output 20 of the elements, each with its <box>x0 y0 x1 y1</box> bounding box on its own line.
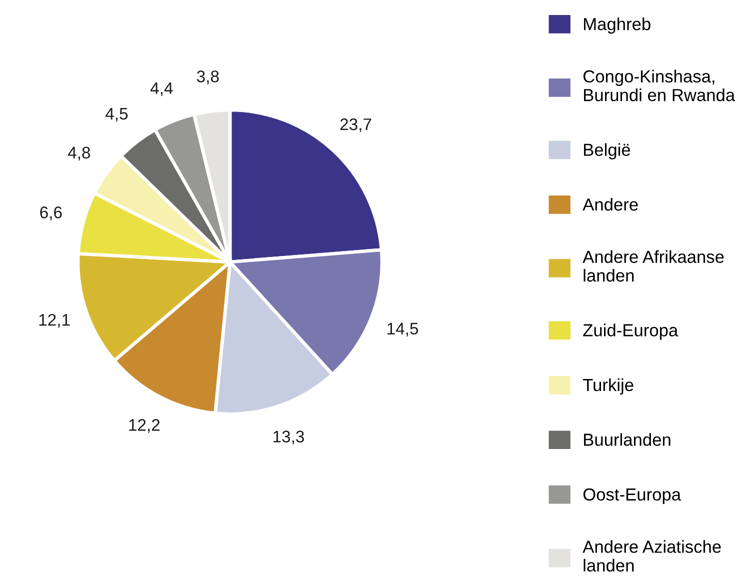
data-label: 12,1 <box>39 314 70 328</box>
legend-label: Maghreb <box>584 17 650 34</box>
data-label: 4,8 <box>68 146 90 161</box>
legend-label: Turkije <box>582 378 634 395</box>
data-label: 13,3 <box>274 430 304 444</box>
data-label: 12,2 <box>129 419 160 433</box>
data-label: 3,8 <box>196 70 219 84</box>
data-label: 4,5 <box>106 108 128 122</box>
legend-label: Zuid-Europa <box>583 324 678 340</box>
legend-label: Andere Aziatische landen <box>582 540 721 572</box>
legend-label: Buurlanden <box>584 433 670 446</box>
legend-label: België <box>584 143 630 160</box>
data-label: 6,6 <box>40 206 62 220</box>
data-label: 4,4 <box>150 82 173 96</box>
legend-label: Andere Afrikaanse landen <box>582 250 724 282</box>
legend-label: Congo-Kinshasa, Burundi en Rwanda <box>583 70 736 102</box>
data-label: 23,7 <box>340 118 372 132</box>
data-label: 14,5 <box>388 322 418 336</box>
legend-label: Oost-Europa <box>583 488 682 504</box>
legend-label: Andere <box>582 198 638 211</box>
